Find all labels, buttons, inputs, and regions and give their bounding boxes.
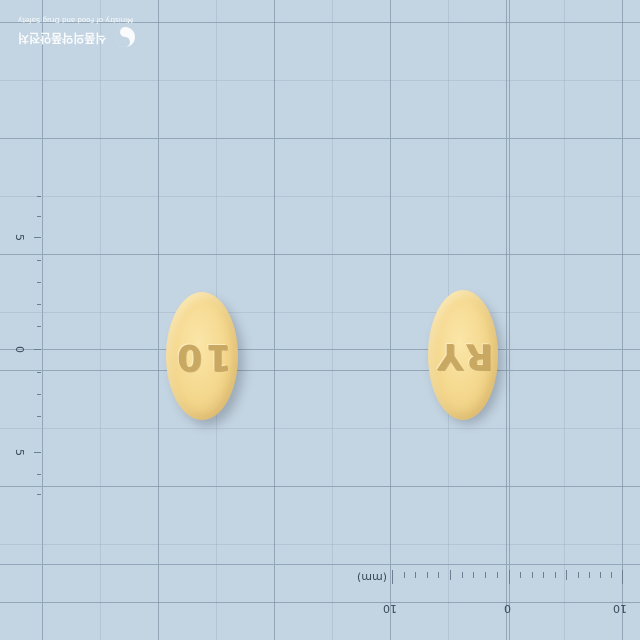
scale-minor-tick: [37, 260, 41, 261]
scale-minor-tick: [543, 572, 544, 578]
scale-minor-tick: [37, 494, 41, 495]
scale-minor-tick: [497, 572, 498, 578]
grid-line-v: [42, 0, 43, 640]
scale-tick: [509, 570, 510, 584]
scale-tick: [34, 349, 41, 350]
scale-tick: [566, 570, 567, 580]
grid-line-h: [0, 138, 640, 139]
scale-left-label: 5: [13, 449, 26, 456]
mfds-logo-icon: [115, 27, 135, 47]
scale-tick: [34, 237, 41, 238]
scale-minor-tick: [473, 572, 474, 578]
scale-minor-tick: [462, 572, 463, 578]
scale-tick: [450, 570, 451, 580]
scale-minor-tick: [37, 282, 41, 283]
scale-minor-tick: [37, 372, 41, 373]
pill-imprint: RY: [433, 335, 493, 376]
scale-minor-tick: [404, 572, 405, 578]
scale-bottom-label: 10: [383, 602, 397, 615]
pill-imprint: 10: [172, 336, 232, 377]
scale-tick: [622, 570, 623, 584]
watermark-org-ko: 식품의약품안전처: [18, 31, 107, 45]
scale-minor-tick: [415, 572, 416, 578]
scale-minor-tick: [611, 572, 612, 578]
scale-bottom-label: 0: [504, 602, 511, 615]
scale-minor-tick: [578, 572, 579, 578]
grid-line-v: [509, 0, 510, 640]
scale-left-label: 0: [13, 346, 26, 353]
scale-minor-tick: [520, 572, 521, 578]
scale-minor-tick: [37, 196, 41, 197]
scale-minor-tick: [37, 216, 41, 217]
scale-unit-label: (mm): [357, 571, 388, 584]
scale-minor-tick: [600, 572, 601, 578]
scale-left-label: 5: [13, 234, 26, 241]
pill-right: RY: [428, 290, 498, 420]
scale-bottom-label: 10: [613, 602, 627, 615]
scale-minor-tick: [589, 572, 590, 578]
scale-minor-tick: [37, 416, 41, 417]
scale-minor-tick: [37, 304, 41, 305]
scale-minor-tick: [37, 326, 41, 327]
scale-minor-tick: [37, 474, 41, 475]
grid-line-h-center: [0, 349, 640, 350]
scale-minor-tick: [427, 572, 428, 578]
watermark: Ministry of Food and Drug Safety 식품의약품안전…: [18, 14, 136, 58]
scale-minor-tick: [485, 572, 486, 578]
scale-tick: [392, 570, 393, 584]
scale-minor-tick: [555, 572, 556, 578]
grid-line-h: [0, 564, 640, 565]
scale-minor-tick: [532, 572, 533, 578]
scale-minor-tick: [438, 572, 439, 578]
pill-left: 10: [166, 292, 238, 420]
scale-minor-tick: [37, 394, 41, 395]
scale-tick: [34, 452, 41, 453]
